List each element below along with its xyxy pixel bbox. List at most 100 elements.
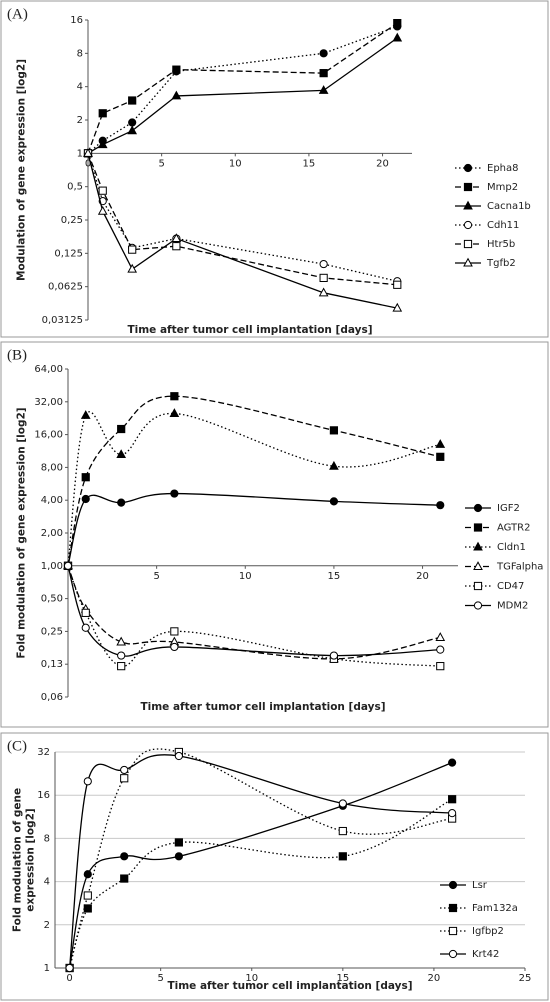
y-tick-label: 16 [70, 15, 83, 26]
y-tick-label: 0,50 [41, 594, 63, 605]
marker [81, 608, 90, 617]
panel-frame [0, 341, 549, 728]
x-tick-label: 5 [153, 571, 159, 582]
marker [170, 627, 179, 636]
legend-label: MDM2 [497, 601, 528, 612]
marker [116, 449, 127, 459]
series-line [67, 411, 441, 566]
y-tick-label: 0,5 [67, 182, 83, 193]
y-axis-label: Modulation of gene expression [log2] [16, 59, 28, 281]
legend-label: Htr5b [487, 239, 515, 250]
x-axis-label: Time after tumor cell implantation [days… [127, 324, 372, 336]
marker [435, 632, 446, 641]
marker [80, 410, 91, 419]
marker [83, 870, 92, 879]
marker [170, 642, 179, 652]
marker [174, 838, 183, 847]
legend-marker [473, 523, 483, 532]
y-tick-label: 2,00 [41, 528, 63, 539]
legend-label: Cacna1b [487, 201, 531, 212]
legend-marker [448, 903, 458, 913]
panel-label: (C) [7, 738, 27, 754]
y-tick-label: 8 [44, 833, 50, 844]
x-tick-label: 10 [239, 571, 252, 582]
marker [319, 49, 328, 58]
legend-label: AGTR2 [497, 523, 530, 534]
marker [436, 501, 445, 510]
series-line [87, 153, 398, 286]
marker [127, 263, 138, 273]
series-line [67, 565, 441, 667]
marker [128, 96, 137, 105]
panel-label: (B) [7, 347, 27, 363]
marker [81, 623, 90, 632]
marker [448, 795, 457, 804]
y-tick-label: 4 [77, 82, 83, 93]
y-tick-label: 0,06 [41, 692, 63, 703]
marker [128, 245, 137, 254]
y-tick-label: 32 [37, 747, 50, 758]
x-tick-label: 10 [229, 158, 242, 169]
marker [97, 139, 108, 149]
y-tick-label: 32,00 [34, 397, 63, 408]
marker [170, 489, 179, 498]
marker [319, 273, 328, 282]
marker [436, 452, 445, 461]
marker [171, 90, 182, 100]
legend-label: Fam132a [472, 903, 518, 914]
series-line [87, 153, 398, 282]
legend-marker [473, 601, 483, 610]
legend-marker [448, 949, 458, 959]
marker [120, 765, 129, 775]
series-line [68, 761, 453, 969]
marker [338, 826, 347, 836]
x-tick-label: 20 [416, 571, 429, 582]
y-tick-label: 0,125 [54, 248, 83, 259]
y-tick-label: 2 [44, 920, 50, 931]
legend-marker [463, 182, 473, 192]
marker [329, 460, 339, 470]
y-tick-label: 0,0625 [48, 282, 83, 293]
marker [83, 891, 92, 900]
marker [63, 561, 73, 570]
marker [329, 651, 339, 660]
legend-label: Lsr [472, 880, 488, 891]
marker [392, 302, 403, 312]
marker [393, 19, 402, 28]
legend-marker [463, 257, 473, 267]
marker [83, 904, 92, 913]
panel: (C) 1 2 4 8 16 32 0 5 10 15 20 25 Time after tumor ce… [0, 732, 549, 1001]
legend-marker [473, 581, 483, 591]
y-axis-label: expression [log2] [25, 808, 37, 911]
marker [448, 758, 457, 767]
legend-marker [448, 880, 458, 890]
marker [83, 777, 92, 786]
marker [117, 662, 126, 671]
legend-label: Epha8 [487, 163, 519, 174]
y-tick-label: 0,03125 [42, 315, 83, 326]
marker [172, 65, 181, 74]
y-tick-label: 4 [44, 877, 50, 888]
series-line [87, 153, 398, 309]
marker [117, 498, 126, 507]
legend-label: Mmp2 [487, 182, 518, 193]
y-tick-label: 1 [44, 963, 50, 974]
x-tick-label: 20 [428, 973, 441, 984]
x-tick-label: 0 [85, 158, 91, 169]
marker [338, 799, 347, 808]
legend-marker [463, 239, 473, 249]
legend-label: IGF2 [497, 503, 520, 514]
marker [169, 408, 180, 417]
marker [117, 651, 126, 660]
marker [174, 751, 183, 761]
marker [448, 809, 457, 818]
x-axis-label: Time after tumor cell implantation [days… [140, 701, 385, 713]
legend-marker [463, 200, 473, 210]
marker [120, 852, 129, 861]
x-tick-label: 20 [376, 158, 389, 169]
y-tick-label: 8,00 [41, 462, 63, 473]
x-tick-label: 15 [303, 158, 316, 169]
x-tick-label: 25 [519, 973, 532, 984]
y-tick-label: 2 [77, 115, 83, 126]
